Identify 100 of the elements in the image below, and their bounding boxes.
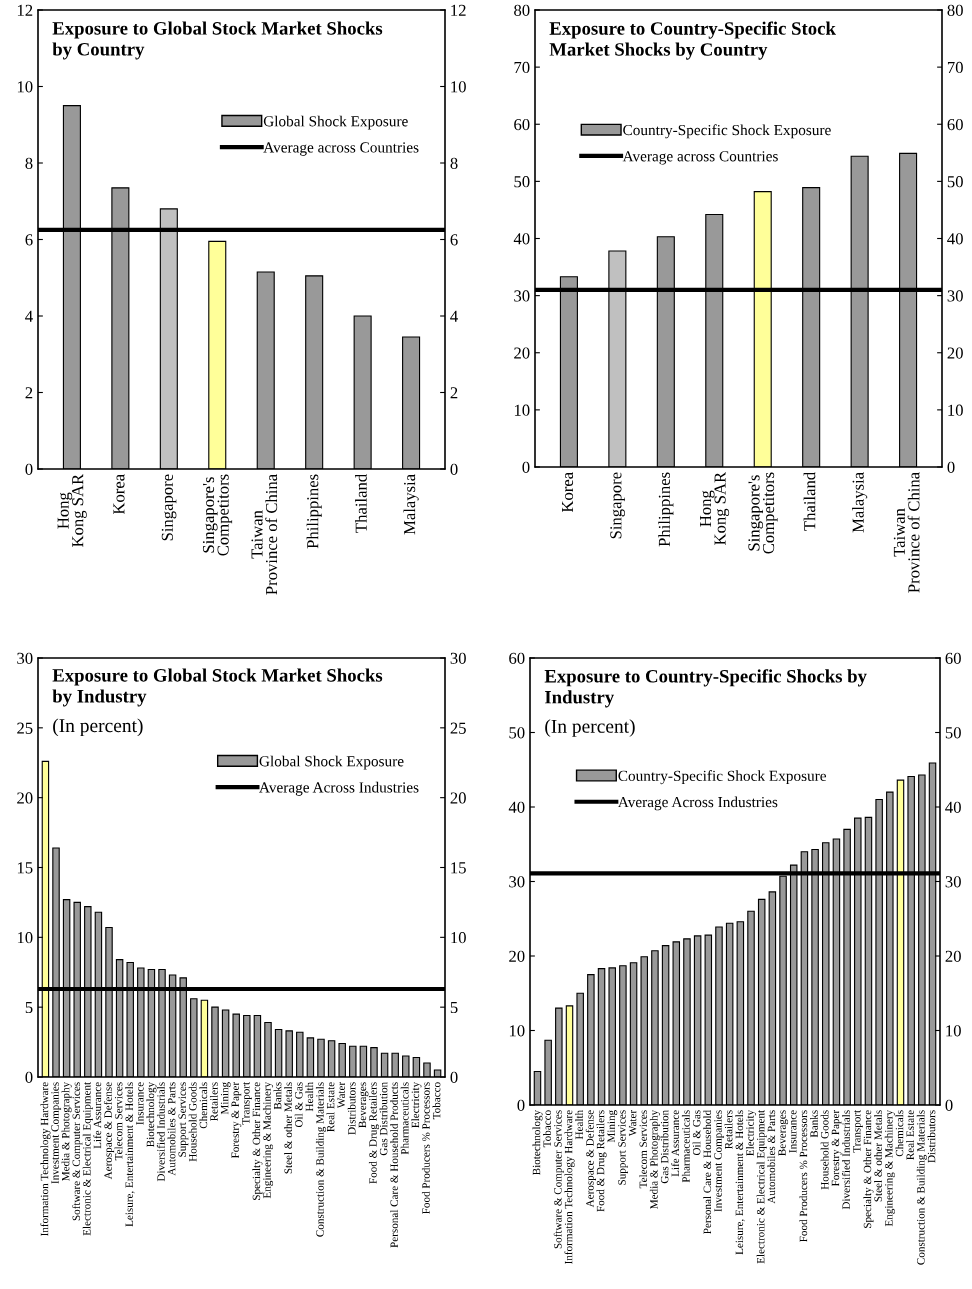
legend-label: Average Across Industries: [617, 796, 778, 811]
y2-tick-label: 30: [450, 652, 466, 664]
x-tick-label: Electronic & Electrical Equipment: [82, 1081, 93, 1236]
x-tick-label: Oil & Gas: [294, 1082, 303, 1128]
y-tick-label: 60: [509, 652, 525, 664]
x-tick-label: Electronic & Electrical Equipment: [756, 1109, 767, 1264]
x-tick-label: Distributors: [927, 1110, 936, 1163]
x-tick-label: Tobacco: [543, 1110, 551, 1148]
x-tick-label: Insurance: [136, 1082, 144, 1125]
legend-label: Global Shock Exposure: [263, 115, 408, 130]
x-tick-label: Banks: [273, 1082, 282, 1110]
x-tick-label: Singapore: [161, 474, 177, 541]
y2-tick-label: 60: [945, 652, 961, 664]
x-tick-label: Real Estate: [326, 1082, 335, 1132]
x-tick-label: Construction & Building Materials: [916, 1110, 927, 1265]
x-tick-label: Philippines: [658, 472, 674, 547]
y2-tick-label: 40: [945, 801, 961, 813]
x-tick-label: Information Technology Hardware: [564, 1110, 575, 1264]
x-tick-label: Chemicals: [895, 1110, 904, 1157]
x-tick-label: Thailand: [803, 472, 816, 531]
x-tick-label: Singapore's Competitors: [202, 474, 233, 556]
x-tick-label: Philippines: [306, 474, 322, 549]
y2-tick-label: 10: [451, 932, 466, 944]
x-tick-label: Thailand: [355, 474, 367, 533]
x-tick-label: Diversified Industrials: [156, 1082, 165, 1182]
y-tick-label: 40: [513, 233, 530, 245]
y-tick-label: 12: [17, 4, 33, 16]
y2-tick-label: 40: [947, 233, 963, 245]
x-tick-label: Distributors: [347, 1082, 356, 1135]
x-tick-label: Oil & Gas: [692, 1110, 701, 1156]
y-tick-label: 0: [522, 461, 530, 473]
x-tick-label: Banks: [810, 1110, 818, 1138]
x-tick-label: Investment Companies: [714, 1110, 725, 1212]
y2-tick-label: 50: [945, 727, 961, 739]
x-tick-label: Hong Kong SAR: [57, 473, 87, 548]
y-tick-label: 5: [25, 1002, 33, 1014]
y-tick-label: 20: [514, 347, 530, 359]
x-tick-label: Software & Computer Services: [72, 1082, 83, 1221]
y-tick-label: 10: [509, 1025, 525, 1037]
text: (In percent): [53, 718, 143, 737]
x-tick-label: Health: [575, 1110, 583, 1140]
x-tick-label: Media & Photography: [61, 1081, 72, 1181]
x-tick-label: Forestry & Paper: [231, 1081, 242, 1159]
y-tick-label: 30: [509, 876, 525, 888]
y2-tick-label: 0: [947, 461, 955, 473]
y2-tick-label: 0: [945, 1099, 953, 1111]
x-tick-label: Support Services: [618, 1110, 628, 1185]
x-tick-label: Biotechnology: [532, 1109, 543, 1175]
x-tick-label: Specialty & Other Finance: [863, 1110, 874, 1228]
x-tick-label: Beverages: [778, 1110, 789, 1156]
x-tick-label: Malaysia: [403, 474, 419, 535]
x-tick-label: Software & Computer Services: [553, 1110, 564, 1249]
y-tick-label: 80: [514, 4, 530, 16]
y-tick-label: 50: [514, 176, 530, 188]
x-tick-label: Investment Companies: [51, 1082, 62, 1184]
x-tick-label: Aerospace & Defense: [585, 1110, 596, 1208]
y-tick-label: 40: [508, 801, 525, 813]
legend-label: Average across Countries: [622, 151, 778, 165]
x-tick-label: Electricity: [745, 1109, 757, 1156]
y-tick-label: 10: [17, 81, 33, 93]
x-tick-label: Chemicals: [199, 1082, 208, 1129]
y-tick-label: 8: [25, 157, 33, 169]
text: Exposure to Global Stock Market Shocks by Country: [52, 21, 383, 60]
x-tick-label: Household Goods: [188, 1082, 197, 1162]
x-tick-label: Engineering & Machinery: [884, 1109, 895, 1227]
x-tick-label: Information Technology Hardware: [40, 1082, 51, 1236]
y2-tick-label: 20: [450, 792, 466, 804]
x-tick-label: Hong Kong SAR: [700, 471, 730, 546]
x-tick-label: Gas Distribution: [379, 1082, 388, 1156]
x-tick-label: Tobacco: [432, 1082, 441, 1120]
y-tick-label: 30: [17, 652, 33, 664]
x-tick-label: Aerospace & Defense: [103, 1082, 115, 1180]
x-tick-label: Food & Drug Retailers: [368, 1082, 380, 1184]
x-tick-label: Food Producers % Processors: [799, 1110, 808, 1242]
y-tick-label: 30: [514, 290, 530, 302]
legend-label: Average Across Industries: [259, 781, 419, 796]
y2-tick-label: 10: [946, 1025, 961, 1037]
x-tick-label: Forestry & Paper: [831, 1109, 842, 1187]
y2-tick-label: 12: [451, 4, 466, 16]
x-tick-label: Beverages: [358, 1082, 369, 1128]
y2-tick-label: 8: [450, 157, 458, 169]
legend-label: Global Shock Exposure: [259, 755, 404, 770]
x-tick-label: Automobiles & Parts: [767, 1110, 776, 1204]
y-tick-label: 0: [517, 1099, 525, 1111]
x-tick-label: Korea: [113, 474, 125, 515]
x-tick-label: Health: [305, 1082, 314, 1112]
x-tick-label: Malaysia: [852, 472, 868, 533]
y2-tick-label: 30: [947, 290, 963, 302]
y2-tick-label: 60: [947, 118, 963, 131]
x-tick-label: Engineering & Machinery: [262, 1081, 274, 1199]
x-tick-label: Water: [628, 1109, 637, 1137]
x-tick-label: Food & Drug Retailers: [596, 1110, 607, 1212]
y2-tick-label: 2: [450, 387, 458, 399]
legend-label: Country-Specific Shock Exposure: [623, 124, 831, 139]
x-tick-label: Pharmaceuticals: [400, 1082, 409, 1155]
y2-tick-label: 15: [451, 862, 466, 874]
y-tick-label: 2: [25, 387, 33, 399]
x-tick-label: Life Assurance: [93, 1082, 102, 1149]
y-tick-label: 25: [17, 722, 33, 734]
x-tick-label: Leisure, Entertainment & Hotels: [125, 1082, 135, 1227]
